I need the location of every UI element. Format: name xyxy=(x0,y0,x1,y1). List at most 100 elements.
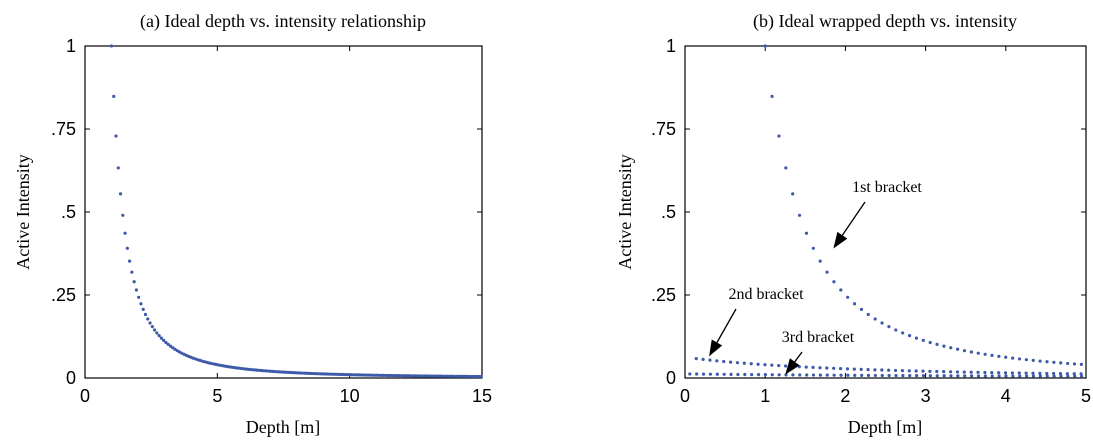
data-point-b-s2 xyxy=(688,372,692,376)
data-point-a-s0 xyxy=(477,374,481,379)
data-point-b-s0 xyxy=(1059,361,1063,365)
data-point-a-s0 xyxy=(130,270,134,274)
data-point-b-s1 xyxy=(1031,371,1035,375)
data-point-a-s0 xyxy=(320,372,325,376)
data-point-b-s2 xyxy=(846,373,850,377)
data-point-a-s0 xyxy=(137,295,141,299)
data-point-b-s1 xyxy=(887,368,891,372)
data-point-a-s0 xyxy=(472,374,476,379)
annotation-arrow-line xyxy=(794,351,803,363)
data-point-b-s2 xyxy=(949,374,953,378)
data-point-b-s0 xyxy=(969,350,973,354)
data-point-b-s2 xyxy=(832,373,836,377)
x-tick-label-b: 1 xyxy=(760,386,770,406)
data-point-b-s0 xyxy=(839,288,843,292)
data-point-b-s1 xyxy=(1017,371,1021,375)
data-point-a-s0 xyxy=(366,373,370,377)
data-point-b-s1 xyxy=(955,370,960,374)
data-point-a-s0 xyxy=(128,259,132,263)
data-point-a-s0 xyxy=(461,374,465,378)
data-point-a-s0 xyxy=(468,374,472,379)
data-point-a-s0 xyxy=(479,374,483,379)
data-point-b-s0 xyxy=(1066,361,1070,366)
data-point-a-s0 xyxy=(354,373,359,377)
data-point-b-s0 xyxy=(956,347,960,351)
data-point-b-s2 xyxy=(1073,374,1077,378)
data-point-b-s2 xyxy=(818,373,823,377)
data-point-a-s0 xyxy=(329,372,334,376)
data-point-a-s0 xyxy=(341,372,345,377)
data-point-b-s2 xyxy=(701,372,706,376)
data-point-b-s2 xyxy=(866,373,871,377)
y-axis-label-a: Active Intensity xyxy=(13,154,33,269)
data-point-a-s0 xyxy=(286,370,290,374)
data-point-a-s0 xyxy=(447,374,452,378)
data-point-b-s1 xyxy=(715,359,719,363)
data-point-a-s0 xyxy=(325,372,329,376)
data-point-b-s2 xyxy=(928,374,932,378)
data-point-a-s0 xyxy=(361,373,365,377)
y-tick-label-b: .25 xyxy=(651,285,676,305)
data-point-a-s0 xyxy=(359,373,363,377)
data-point-a-s0 xyxy=(157,334,161,338)
data-point-a-s0 xyxy=(302,371,306,375)
data-point-b-s2 xyxy=(990,374,994,378)
data-point-b-s1 xyxy=(756,362,760,366)
x-tick-label-b: 2 xyxy=(840,386,850,406)
data-point-b-s2 xyxy=(908,374,912,378)
data-point-b-s2 xyxy=(853,373,857,377)
data-point-a-s0 xyxy=(450,374,454,378)
data-point-b-s1 xyxy=(783,364,788,368)
data-point-a-s0 xyxy=(445,374,449,378)
annotation-arrow-head xyxy=(785,358,800,375)
data-point-a-s0 xyxy=(309,371,313,376)
data-point-a-s0 xyxy=(268,369,272,373)
data-point-a-s0 xyxy=(395,374,399,378)
data-point-b-s0 xyxy=(770,94,774,98)
data-point-b-s0 xyxy=(921,338,925,342)
data-point-b-s2 xyxy=(956,374,960,378)
data-point-a-s0 xyxy=(139,302,143,306)
data-point-b-s1 xyxy=(948,370,953,374)
data-point-b-s1 xyxy=(880,368,884,372)
data-point-a-s0 xyxy=(388,373,393,378)
annotation-arrow-line xyxy=(841,201,866,236)
data-point-b-s0 xyxy=(777,134,781,138)
data-point-b-s2 xyxy=(791,373,795,377)
data-point-b-s2 xyxy=(695,372,699,376)
data-point-b-s0 xyxy=(962,349,967,353)
data-point-b-s2 xyxy=(798,373,802,377)
data-point-b-s2 xyxy=(825,373,829,377)
data-point-a-s0 xyxy=(429,374,433,378)
data-point-b-s1 xyxy=(1079,372,1083,376)
data-point-a-s0 xyxy=(384,373,388,378)
annotation-arrow-head xyxy=(709,339,723,357)
x-tick-label-a: 0 xyxy=(80,386,90,406)
data-point-b-s1 xyxy=(838,366,843,371)
data-point-b-s2 xyxy=(1004,374,1008,378)
data-point-a-s0 xyxy=(357,373,361,377)
data-point-b-s2 xyxy=(839,373,843,377)
data-point-a-s0 xyxy=(463,374,467,378)
data-point-b-s1 xyxy=(1045,371,1049,376)
data-point-a-s0 xyxy=(148,321,152,325)
data-point-b-s0 xyxy=(887,325,891,329)
data-point-a-s0 xyxy=(420,374,424,378)
data-point-a-s0 xyxy=(155,331,159,335)
data-point-b-s0 xyxy=(791,192,795,196)
y-tick-label-a: .5 xyxy=(61,202,76,222)
ticks-b: 0 1 2 3 4 5 0 .25 .5 .75 1 xyxy=(651,36,1091,406)
data-point-b-s2 xyxy=(983,374,987,378)
data-point-a-s0 xyxy=(370,373,374,377)
data-point-b-s2 xyxy=(1038,374,1042,378)
data-point-b-s1 xyxy=(990,370,994,375)
data-point-b-s1 xyxy=(1010,371,1014,375)
data-point-b-s1 xyxy=(907,369,911,373)
data-point-a-s0 xyxy=(441,374,445,378)
data-point-b-s1 xyxy=(1024,371,1028,375)
data-point-b-s0 xyxy=(784,166,788,170)
y-axis-label-b: Active Intensity xyxy=(615,154,635,269)
data-point-a-s0 xyxy=(318,372,322,376)
data-point-b-s1 xyxy=(893,368,898,373)
data-point-a-s0 xyxy=(459,374,463,378)
